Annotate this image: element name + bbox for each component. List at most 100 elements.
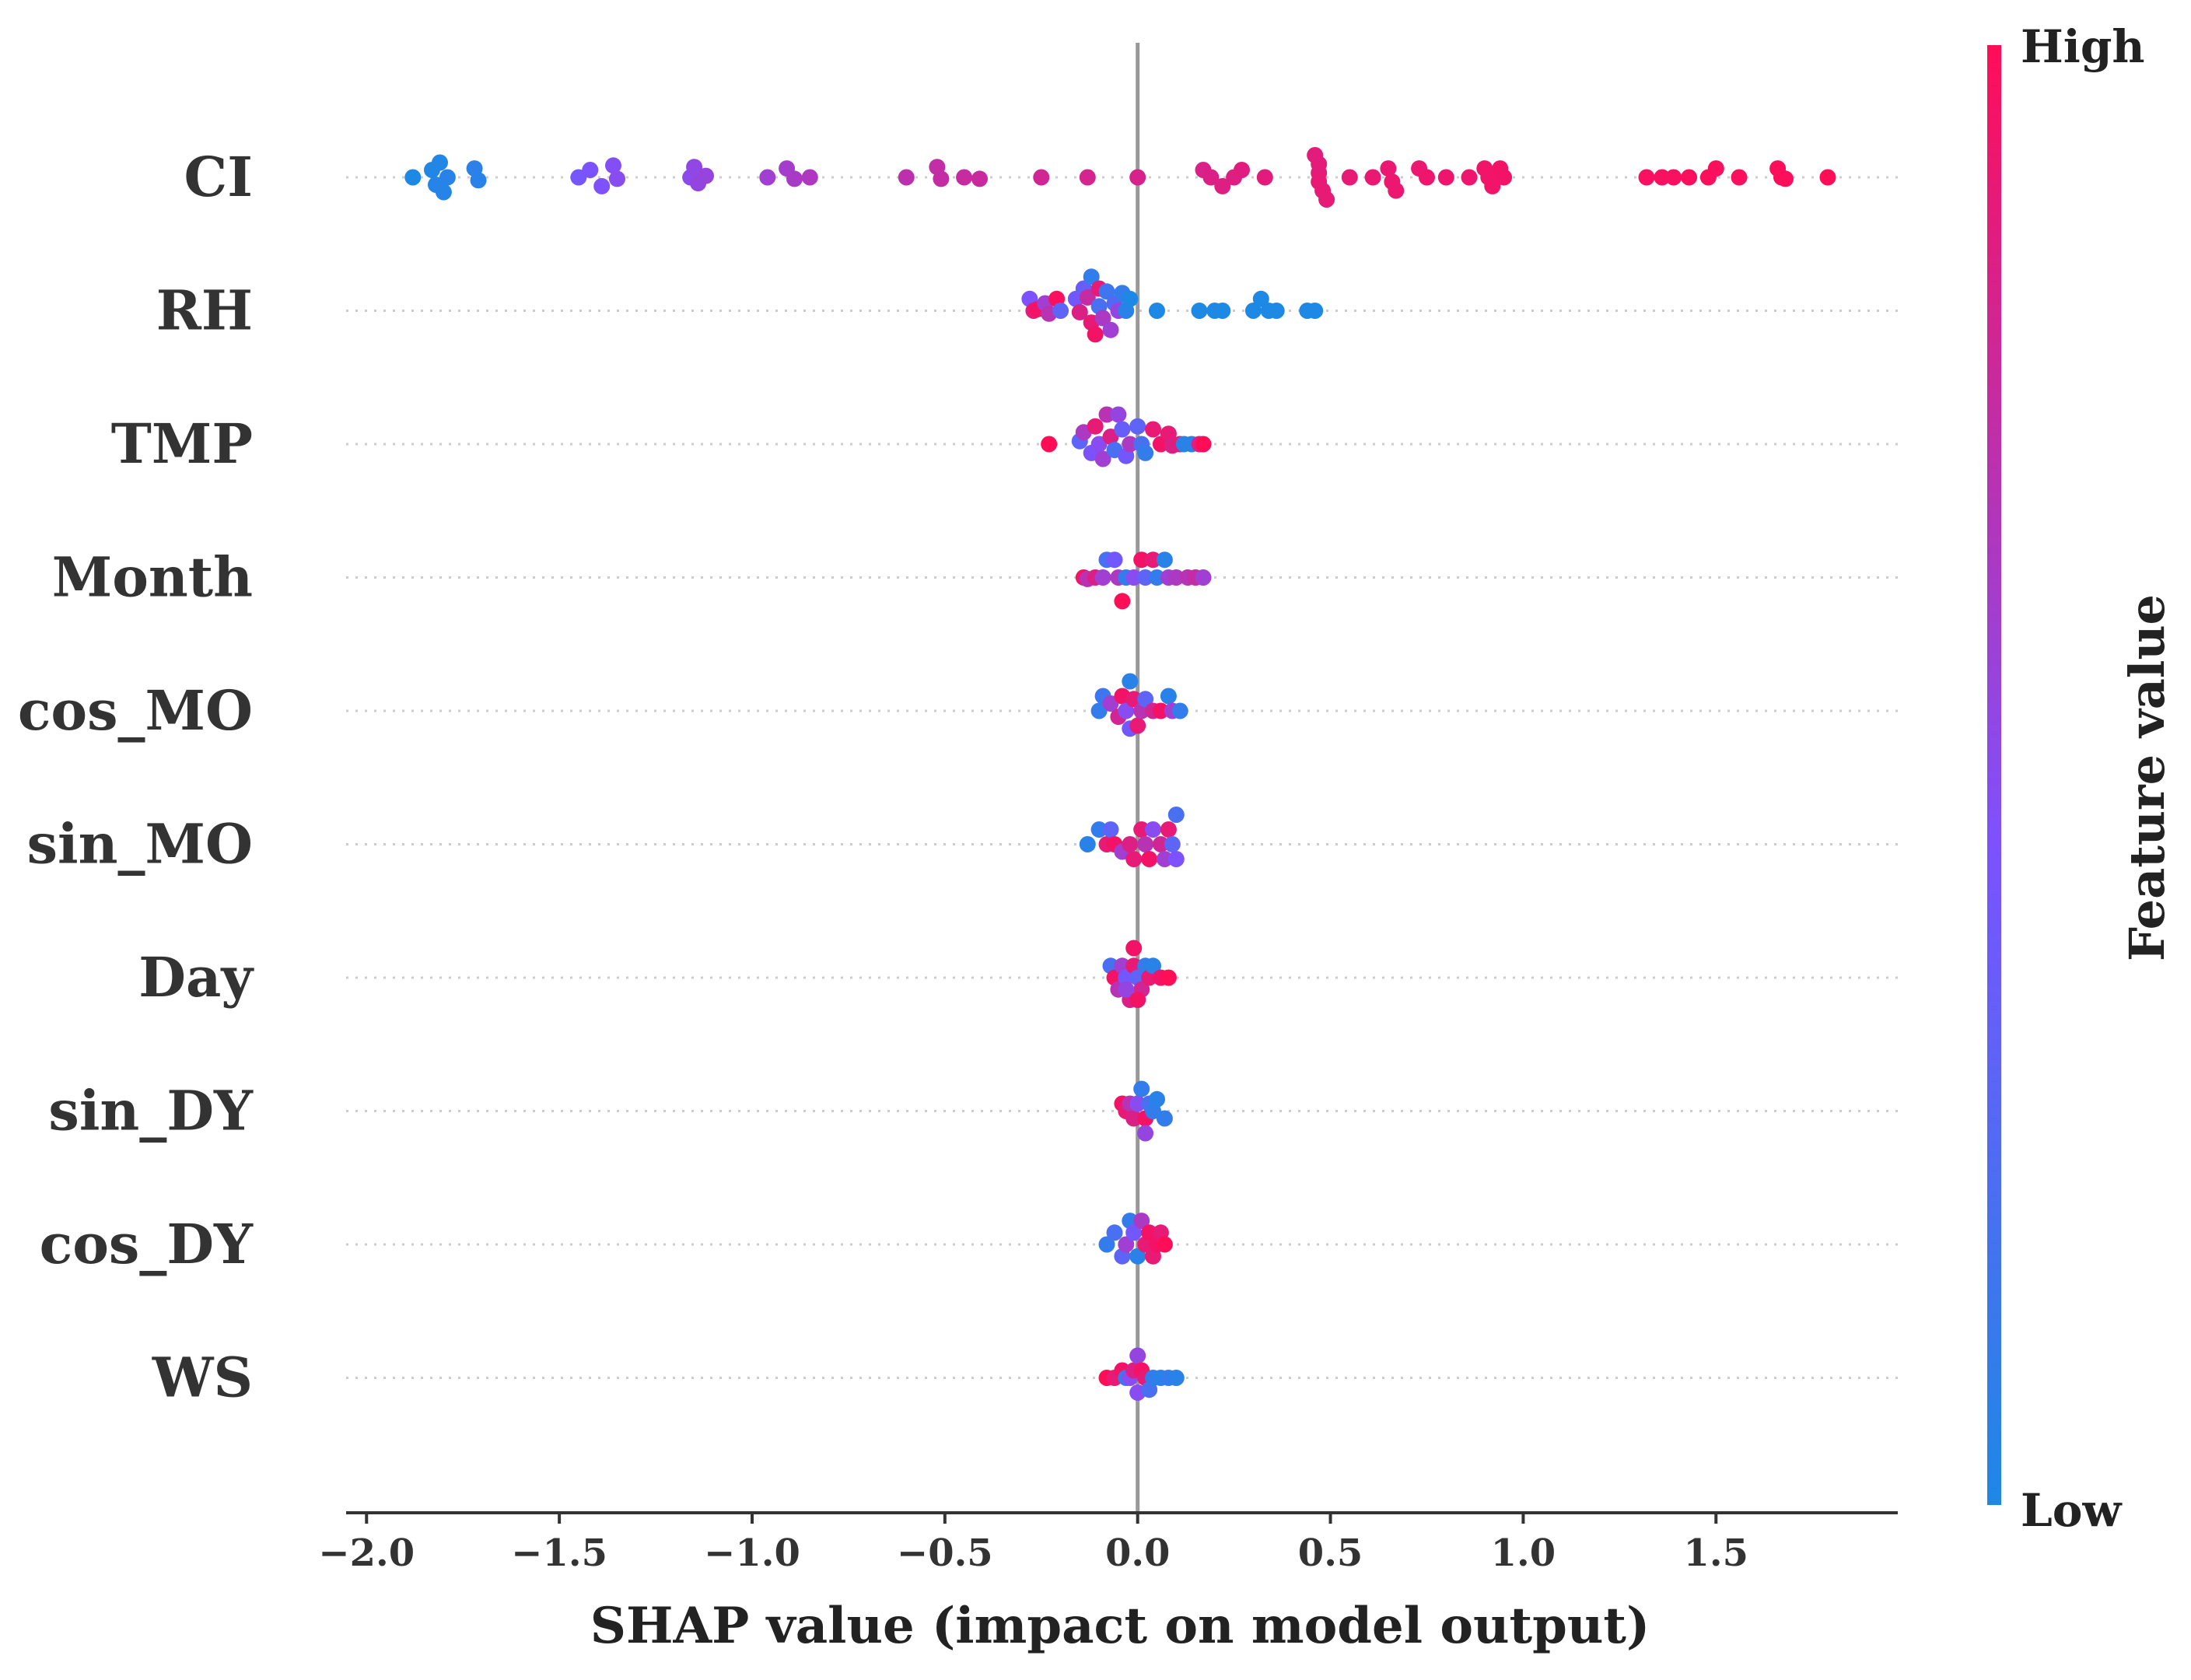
point-CI-28: [1129, 169, 1146, 186]
point-sin_MO-8: [1133, 821, 1150, 838]
point-CI-30: [1202, 169, 1220, 186]
point-RH-11: [1083, 268, 1100, 285]
point-RH-13: [1087, 326, 1104, 343]
point-Day-4: [1118, 969, 1135, 986]
point-sin_MO-17: [1167, 807, 1185, 823]
point-TMP-7: [1098, 406, 1115, 423]
point-Month-5: [1106, 551, 1123, 569]
point-CI-57: [1665, 169, 1682, 186]
point-CI-24: [956, 169, 973, 186]
point-CI-27: [1079, 169, 1096, 186]
point-CI-0: [404, 169, 422, 186]
point-RH-31: [1268, 303, 1285, 319]
point-CI-11: [605, 157, 621, 174]
point-Month-10: [1133, 551, 1150, 569]
point-Month-7: [1114, 593, 1131, 610]
point-TMP-13: [1122, 436, 1139, 453]
point-CI-25: [971, 170, 988, 187]
point-sin_MO-1: [1090, 821, 1108, 838]
point-cos_MO-13: [1152, 702, 1169, 719]
point-sin_MO-7: [1125, 851, 1143, 867]
point-TMP-0: [1041, 436, 1058, 453]
point-RH-18: [1102, 321, 1119, 338]
point-CI-21: [898, 169, 915, 186]
x-tick-label-0: −2.0: [318, 1531, 415, 1575]
point-Day-15: [1118, 981, 1135, 998]
point-CI-54: [1496, 169, 1513, 186]
point-RH-23: [1122, 290, 1139, 307]
point-CI-56: [1654, 169, 1671, 186]
point-cos_MO-0: [1090, 702, 1108, 719]
point-CI-17: [759, 169, 776, 186]
point-sin_MO-13: [1156, 851, 1173, 867]
point-Day-6: [1125, 940, 1143, 957]
point-CI-31: [1214, 177, 1231, 194]
point-RH-29: [1252, 290, 1269, 307]
point-sin_MO-9: [1137, 836, 1154, 852]
point-sin_MO-14: [1160, 821, 1177, 838]
point-CI-10: [593, 177, 611, 194]
point-CI-4: [435, 184, 452, 201]
point-CI-20: [801, 169, 818, 186]
row-guides: [346, 176, 1898, 1379]
point-cos_MO-2: [1102, 695, 1119, 712]
point-CI-64: [1777, 170, 1794, 187]
feature-label-Day: Day: [138, 945, 254, 1010]
feature-label-cos_MO: cos_MO: [18, 678, 253, 743]
point-cos_MO-5: [1118, 702, 1135, 719]
point-RH-6: [1052, 303, 1069, 319]
point-TMP-16: [1137, 444, 1154, 461]
point-cos_DY-9: [1141, 1224, 1158, 1241]
colorbar-low-label: Low: [2021, 1484, 2123, 1537]
feature-labels: CI RH TMP Month cos_MO sin_MO Day sin_DY cos_DY W…: [18, 145, 255, 1410]
point-sin_DY-3: [1125, 1110, 1143, 1127]
point-sin_MO-15: [1164, 836, 1181, 852]
point-CI-9: [582, 162, 599, 178]
point-cos_DY-6: [1129, 1248, 1146, 1265]
point-CI-45: [1388, 182, 1405, 199]
point-CI-16: [698, 167, 714, 184]
point-CI-65: [1819, 169, 1836, 186]
point-sin_MO-12: [1152, 836, 1169, 852]
colorbar-bar: [1987, 45, 2001, 1505]
point-sin_DY-7: [1137, 1125, 1154, 1142]
x-tick-label-6: 1.0: [1491, 1531, 1556, 1575]
point-cos_DY-1: [1106, 1224, 1123, 1241]
point-cos_DY-3: [1118, 1236, 1135, 1253]
point-sin_MO-16: [1167, 851, 1185, 867]
point-cos_MO-9: [1129, 717, 1146, 734]
point-sin_DY-10: [1149, 1090, 1165, 1108]
point-CI-52: [1484, 177, 1501, 194]
point-CI-33: [1234, 162, 1250, 178]
point-Month-11: [1137, 569, 1154, 586]
point-CI-14: [686, 159, 703, 176]
feature-label-sin_MO: sin_MO: [27, 812, 253, 877]
point-sin_DY-5: [1133, 1080, 1150, 1097]
point-CI-58: [1681, 169, 1698, 186]
feature-label-sin_DY: sin_DY: [48, 1079, 254, 1143]
point-Month-12: [1145, 551, 1161, 569]
point-TMP-11: [1114, 421, 1131, 438]
point-CI-42: [1364, 169, 1381, 186]
point-CI-7: [470, 172, 487, 189]
point-TMP-4: [1087, 418, 1104, 435]
point-WS-14: [1167, 1370, 1185, 1386]
point-Month-16: [1167, 569, 1185, 586]
point-Month-14: [1156, 551, 1173, 569]
point-cos_MO-11: [1137, 691, 1154, 708]
point-CI-5: [439, 169, 456, 186]
x-tick-label-2: −1.0: [704, 1531, 800, 1575]
point-TMP-14: [1129, 418, 1146, 435]
point-CI-26: [1033, 169, 1050, 186]
point-RH-8: [1071, 303, 1088, 320]
point-Day-14: [1160, 969, 1177, 986]
point-TMP-10: [1110, 406, 1127, 423]
point-sin_MO-3: [1102, 821, 1119, 838]
point-CI-49: [1461, 169, 1478, 186]
point-Month-19: [1195, 569, 1212, 586]
point-Month-3: [1094, 569, 1111, 586]
colorbar-title: Feature value: [2119, 594, 2175, 961]
point-RH-33: [1307, 303, 1324, 319]
point-RH-16: [1094, 310, 1111, 327]
points-layer: [404, 147, 1836, 1401]
